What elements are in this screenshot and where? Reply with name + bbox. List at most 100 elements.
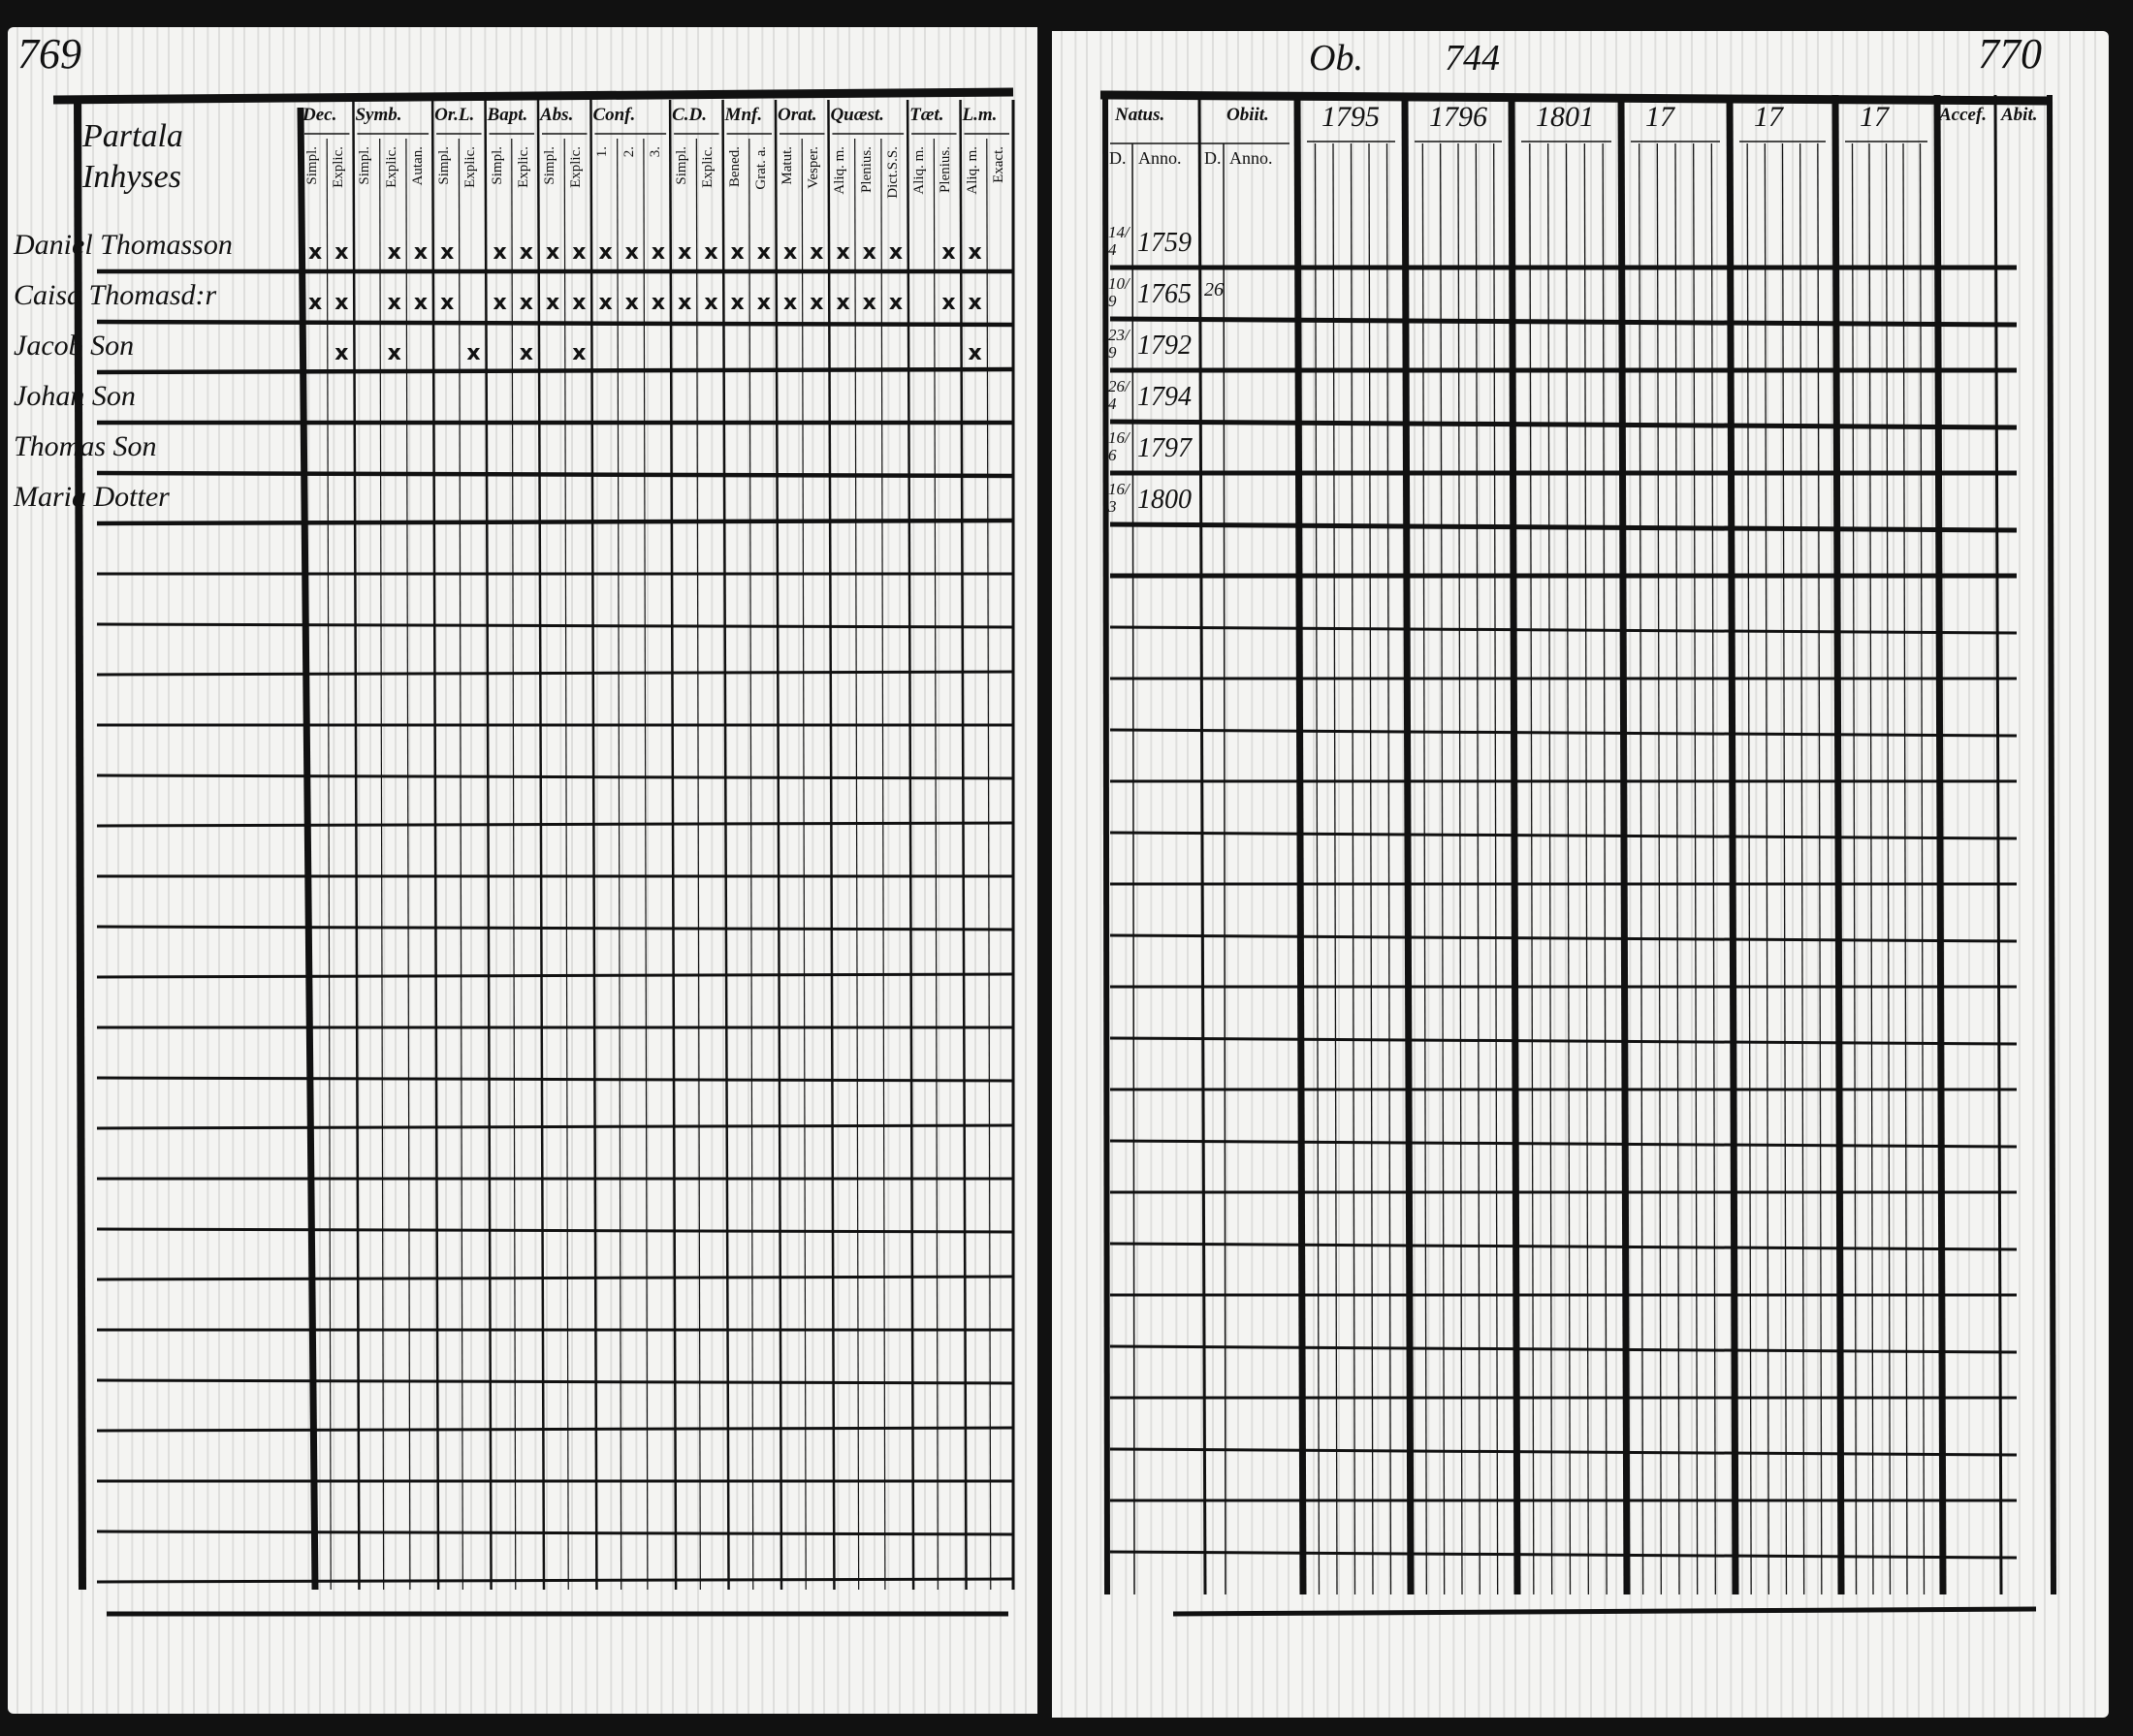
subcolumn-header: Explic. [568, 146, 585, 188]
examination-mark: x [440, 291, 455, 315]
subcolumn-rule [880, 138, 886, 1591]
examination-mark: x [888, 291, 904, 315]
subcolumn-header: Plenius. [938, 146, 954, 193]
subcolumn-header: Aliq. m. [832, 146, 848, 195]
column-rule [1993, 94, 2003, 1595]
examination-mark: x [572, 291, 587, 315]
column-rule [1726, 94, 1739, 1595]
obiit-year-header: Anno. [1229, 148, 1273, 168]
death-day: 26 [1204, 279, 1224, 300]
accef-header: Accef. [1939, 105, 1988, 125]
year-column-header: 17 [1645, 101, 1674, 133]
subcolumn-header: Dict.S.S. [884, 146, 901, 199]
column-header-0: Dec. [302, 105, 337, 125]
birth-year: 1800 [1137, 485, 1192, 515]
column-rule [1617, 94, 1631, 1595]
row-rule [96, 1076, 1014, 1083]
year-column-header: 1796 [1429, 101, 1487, 133]
group-rule [668, 99, 678, 1591]
year-column-header: 17 [1754, 101, 1783, 133]
column-header-1: Symb. [355, 105, 402, 125]
subcolumn-header: Simpl. [542, 146, 557, 185]
subcolumn-rule [1902, 142, 1908, 1595]
column-header-11: L.m. [962, 105, 998, 125]
birth-day: 16/6 [1108, 428, 1130, 464]
row-rule [96, 1378, 1014, 1385]
examination-mark: x [598, 240, 613, 265]
subcolumn-rule [986, 138, 992, 1591]
subcolumn-rule [1583, 142, 1589, 1595]
row-rule [1109, 933, 2018, 943]
row-rule [1109, 1447, 2018, 1457]
subcolumn-header: Explic. [462, 146, 479, 188]
column-rule [1401, 94, 1415, 1595]
examination-mark: x [651, 291, 666, 315]
row-rule [1109, 1344, 2018, 1354]
subcolumn-rule [617, 138, 622, 1591]
subcolumn-header: Explic. [383, 146, 399, 188]
row-rule [96, 1530, 1014, 1536]
subcolumn-header: 3. [647, 146, 663, 158]
birth-day: 10/9 [1108, 274, 1130, 310]
examination-mark: x [941, 291, 956, 315]
person-name: Johan Son [14, 380, 136, 412]
examination-mark: x [836, 291, 850, 315]
right-page [1052, 31, 2109, 1718]
group-rule [589, 99, 598, 1591]
column-rule [1293, 94, 1307, 1595]
row-rule [96, 518, 1014, 526]
subcolumn-rule [1493, 142, 1499, 1595]
row-rule [96, 366, 1014, 375]
left-page-number: 769 [17, 30, 81, 78]
examination-mark: x [836, 240, 850, 265]
household-heading: Partala Inhyses [82, 118, 183, 195]
examination-mark: x [572, 341, 587, 365]
left-page [8, 27, 1037, 1714]
subcolumn-header: Explic. [515, 146, 531, 188]
row-rule [1109, 728, 2018, 738]
subcolumn-rule [1350, 142, 1356, 1595]
subcolumn-rule [1475, 142, 1480, 1595]
subcolumn-rule [1565, 142, 1572, 1595]
group-rule [430, 99, 440, 1591]
examination-mark: x [413, 240, 429, 265]
person-name: Daniel Thomasson [14, 229, 233, 261]
column-rule [1508, 94, 1521, 1595]
examination-mark: x [387, 291, 401, 315]
examination-mark: x [783, 291, 798, 315]
examination-mark: x [730, 240, 745, 265]
year-column-header: 1795 [1321, 101, 1380, 133]
top-rule [52, 87, 1014, 105]
subcolumn-header: Explic. [331, 146, 347, 188]
subcolumn-header: Aliq. m. [964, 146, 980, 195]
examination-mark: x [493, 240, 507, 265]
group-rule [352, 99, 361, 1591]
subcolumn-rule [801, 138, 807, 1591]
subcolumn-rule [511, 138, 517, 1591]
subcolumn-rule [1885, 142, 1892, 1595]
examination-mark: x [387, 341, 401, 365]
row-rule [96, 1577, 1014, 1584]
subcolumn-rule [1764, 142, 1769, 1595]
subcolumn-header: Simpl. [357, 146, 373, 185]
person-name: Maria Dotter [14, 481, 170, 513]
group-rule [721, 99, 730, 1591]
subcolumn-rule [1639, 142, 1644, 1595]
examination-mark: x [730, 291, 745, 315]
subcolumn-header: 1. [594, 146, 611, 158]
subcolumn-rule [405, 138, 411, 1591]
examination-mark: x [440, 240, 455, 265]
row-rule [96, 773, 1014, 780]
examination-mark: x [334, 341, 349, 365]
column-header-10: Tæt. [909, 105, 944, 125]
row-rule [96, 1227, 1014, 1234]
subcolumn-rule [1781, 142, 1788, 1595]
row-rule [1109, 1242, 2018, 1251]
subcolumn-header: Simpl. [489, 146, 505, 185]
natus-day-header: D. [1109, 148, 1127, 168]
row-rule [96, 670, 1014, 677]
column-header-7: Mnf. [724, 105, 763, 125]
group-rule [484, 99, 493, 1591]
subcolumn-rule [1368, 142, 1374, 1595]
examination-mark: x [941, 240, 956, 265]
